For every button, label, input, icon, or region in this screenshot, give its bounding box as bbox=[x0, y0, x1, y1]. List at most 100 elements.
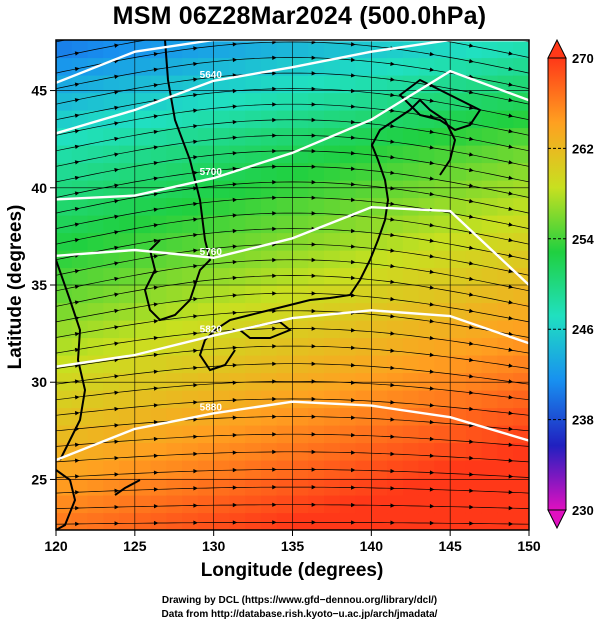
wind-arrowhead bbox=[508, 521, 514, 527]
wind-arrowhead bbox=[114, 325, 120, 330]
wind-arrowhead bbox=[232, 380, 238, 385]
wind-arrowhead bbox=[468, 183, 474, 188]
wind-arrowhead bbox=[508, 347, 514, 352]
wind-arrowhead bbox=[232, 259, 238, 265]
wind-arrowhead bbox=[272, 226, 277, 232]
wind-arrowhead bbox=[508, 505, 514, 511]
wind-arrowhead bbox=[153, 254, 159, 259]
wind-arrowhead bbox=[193, 124, 198, 129]
wind-arrowhead bbox=[508, 490, 514, 495]
wind-arrowhead bbox=[311, 273, 317, 278]
wind-arrowhead bbox=[153, 238, 159, 244]
wind-arrowhead bbox=[114, 74, 120, 79]
wind-arrowhead bbox=[429, 145, 435, 150]
wind-arrowhead bbox=[468, 292, 474, 297]
contour-label-5760: 5760 bbox=[200, 247, 223, 258]
wind-arrowhead bbox=[153, 386, 159, 391]
wind-arrowhead bbox=[469, 325, 474, 330]
wind-arrowhead bbox=[429, 335, 435, 341]
wind-arrowhead bbox=[508, 426, 514, 432]
wind-arrowhead bbox=[193, 201, 198, 207]
wind-arrowhead bbox=[193, 170, 198, 176]
wind-arrowhead bbox=[153, 504, 159, 509]
x-tick-label: 125 bbox=[123, 538, 147, 554]
wind-arrowhead bbox=[74, 206, 80, 212]
wind-arrowhead bbox=[390, 232, 395, 238]
wind-arrowhead bbox=[390, 170, 395, 175]
wind-arrowhead bbox=[311, 291, 317, 296]
wind-arrowhead bbox=[508, 191, 514, 196]
wind-arrowhead bbox=[153, 145, 159, 150]
wind-arrowhead bbox=[232, 213, 238, 218]
wind-arrowhead bbox=[74, 411, 80, 416]
wind-arrowhead bbox=[311, 361, 317, 367]
wind-arrowhead bbox=[468, 105, 474, 110]
wind-arrowhead bbox=[311, 211, 317, 216]
wind-arrowhead bbox=[272, 432, 277, 437]
wind-arrowhead bbox=[74, 426, 80, 432]
wind-arrowhead bbox=[350, 119, 356, 125]
wind-arrowhead bbox=[311, 242, 317, 247]
wind-arrowhead bbox=[74, 129, 80, 134]
wind-arrowhead bbox=[468, 58, 474, 64]
wind-arrowhead bbox=[429, 114, 435, 119]
wind-arrowhead bbox=[114, 230, 120, 235]
wind-arrowhead bbox=[114, 90, 120, 95]
wind-arrowhead bbox=[429, 223, 435, 228]
wind-arrowhead bbox=[193, 248, 198, 253]
wind-arrowhead bbox=[232, 135, 238, 140]
wind-arrowhead bbox=[74, 442, 80, 448]
wind-arrowhead bbox=[429, 176, 435, 181]
x-tick-label: 130 bbox=[202, 538, 226, 554]
wind-arrowhead bbox=[469, 439, 474, 444]
wind-arrowhead bbox=[311, 86, 317, 92]
wind-arrowhead bbox=[350, 151, 356, 156]
wind-arrowhead bbox=[469, 341, 474, 346]
wind-arrowhead bbox=[153, 420, 159, 425]
wind-arrowhead bbox=[232, 363, 238, 368]
wind-arrowhead bbox=[114, 341, 120, 346]
wind-arrowhead bbox=[468, 276, 474, 281]
x-axis: 120 125 130 135 140 145 150 bbox=[44, 530, 541, 554]
wind-arrowhead bbox=[390, 520, 395, 525]
wind-arrowhead bbox=[390, 314, 395, 319]
wind-arrowhead bbox=[153, 352, 159, 358]
wind-arrowhead bbox=[350, 166, 356, 171]
wind-arrowhead bbox=[153, 160, 159, 166]
contour-label-5880: 5880 bbox=[200, 402, 223, 413]
wind-arrowhead bbox=[508, 458, 514, 463]
wind-arrowhead bbox=[114, 28, 119, 32]
x-axis-label: Longitude (degrees) bbox=[201, 560, 384, 581]
wind-arrowhead bbox=[311, 148, 317, 154]
wind-arrowhead bbox=[193, 331, 198, 336]
wind-arrowhead bbox=[272, 117, 277, 123]
wind-arrowhead bbox=[468, 245, 474, 250]
wind-arrowhead bbox=[232, 88, 238, 94]
wind-arrowhead bbox=[429, 520, 435, 526]
wind-arrowhead bbox=[350, 244, 356, 249]
wind-arrowhead bbox=[114, 105, 120, 111]
wind-arrowhead bbox=[114, 504, 120, 510]
wind-arrowhead bbox=[469, 488, 474, 493]
wind-arrowhead bbox=[232, 119, 238, 125]
wind-arrowhead bbox=[468, 136, 474, 141]
wind-arrowhead bbox=[390, 263, 395, 269]
wind-arrowhead bbox=[114, 214, 120, 219]
wind-arrowhead bbox=[153, 470, 159, 475]
wind-arrowhead bbox=[311, 467, 317, 472]
wind-arrowhead bbox=[272, 102, 277, 107]
wind-arrowhead bbox=[508, 442, 514, 447]
wind-arrowhead bbox=[272, 273, 277, 279]
wind-arrowhead bbox=[468, 198, 474, 204]
wind-arrowhead bbox=[114, 276, 120, 282]
wind-arrowhead bbox=[390, 434, 395, 439]
wind-arrowhead bbox=[429, 419, 435, 425]
wind-arrowhead bbox=[232, 166, 238, 171]
wind-arrowhead bbox=[153, 176, 159, 181]
wind-arrowhead bbox=[74, 144, 80, 150]
wind-arrowhead bbox=[74, 160, 80, 165]
wind-arrowhead bbox=[272, 502, 277, 507]
wind-arrowhead bbox=[390, 382, 395, 388]
wind-arrowhead bbox=[74, 379, 80, 384]
height-contour-5640 bbox=[56, 40, 529, 135]
